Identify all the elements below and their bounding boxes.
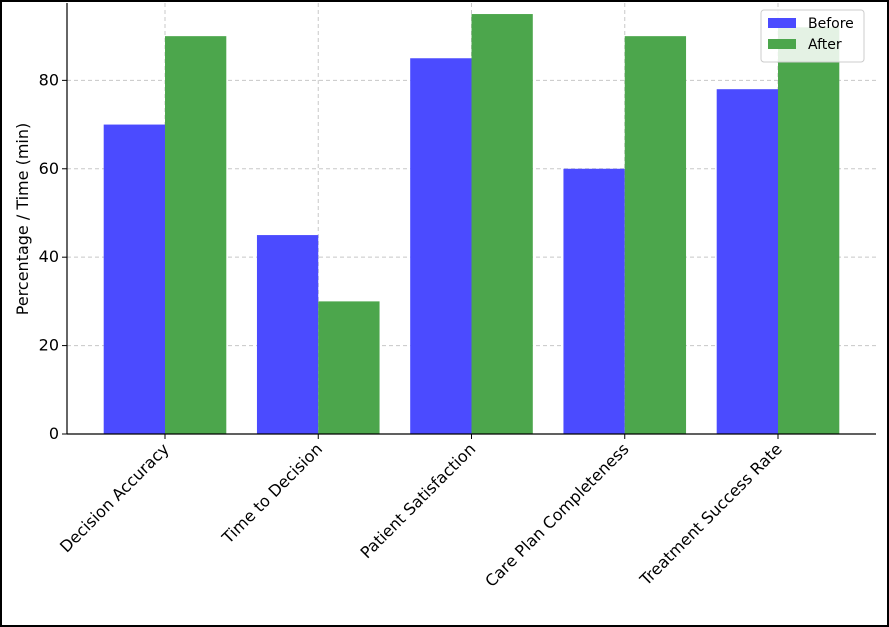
x-tick-label: Time to Decision	[218, 439, 327, 548]
y-axis-label: Percentage / Time (min)	[13, 123, 32, 315]
y-tick-label: 0	[49, 424, 59, 443]
legend-label-before: Before	[808, 16, 854, 32]
bar-before	[103, 124, 165, 435]
y-ticks: 0 20 40 60 80	[39, 70, 67, 443]
legend-swatch-after	[768, 39, 796, 49]
x-tick-label: Treatment Success Rate	[635, 439, 785, 589]
bar-after	[165, 36, 227, 435]
x-tick-label: Decision Accuracy	[56, 439, 173, 556]
bar-before	[410, 58, 472, 434]
bar-after	[318, 301, 380, 434]
y-tick-label: 80	[39, 70, 59, 89]
legend: Before After	[760, 9, 865, 63]
bar-after	[471, 14, 533, 435]
bar-before	[716, 89, 778, 434]
legend-label-after: After	[808, 37, 842, 53]
bar-before	[256, 235, 319, 434]
bars	[103, 14, 840, 435]
bar-after	[778, 27, 840, 435]
bar-after	[624, 36, 687, 435]
x-tick-label: Patient Satisfaction	[357, 439, 480, 562]
bar-before	[563, 168, 625, 434]
y-tick-label: 60	[39, 159, 59, 178]
x-tick-label: Care Plan Completeness	[481, 439, 632, 590]
legend-swatch-before	[768, 18, 796, 28]
y-tick-label: 20	[39, 336, 59, 355]
x-ticks: Decision Accuracy Time to Decision Patient…	[56, 434, 786, 591]
y-tick-label: 40	[39, 247, 59, 266]
